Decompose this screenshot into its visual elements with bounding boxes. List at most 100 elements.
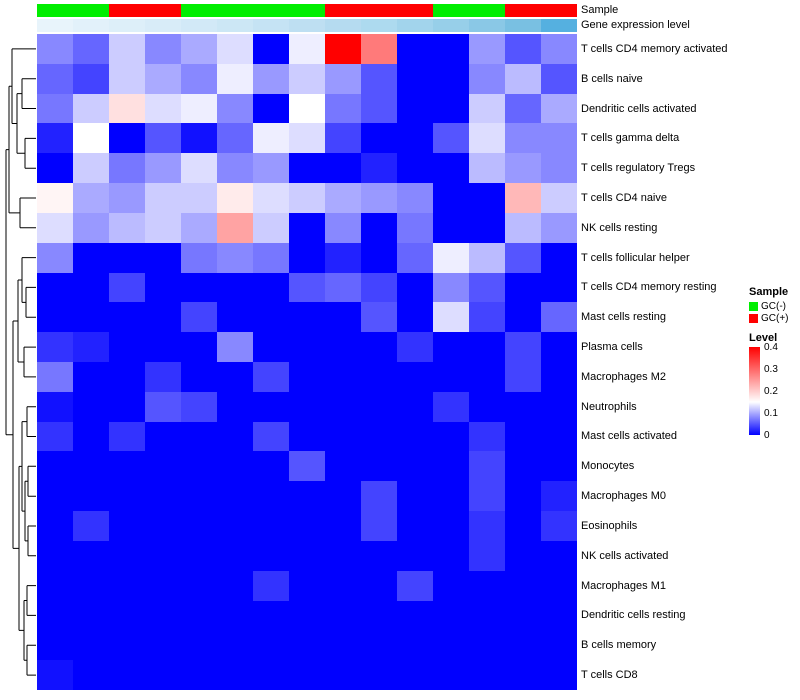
heatmap-cell [505, 242, 541, 273]
heatmap-cell [469, 34, 505, 64]
legend-sample-items: GC(-) GC(+) [749, 301, 799, 324]
row-label: Mast cells resting [581, 311, 666, 324]
heatmap-cell [397, 481, 433, 512]
heatmap-cell [145, 272, 181, 303]
heatmap-cell [361, 481, 397, 512]
heatmap-cell [505, 451, 541, 482]
heatmap-cell [505, 362, 541, 392]
heatmap-cell [469, 391, 505, 422]
heatmap-cell [325, 183, 361, 213]
heatmap-cell [181, 212, 217, 243]
heatmap-cell [325, 481, 361, 512]
heatmap-cell [217, 630, 253, 661]
heatmap-cell [361, 630, 397, 661]
heatmap-cell [145, 93, 181, 124]
heatmap-cell [541, 332, 577, 362]
heatmap-cell [181, 391, 217, 422]
expression-annotation-cell [541, 19, 577, 32]
row-label: T cells CD4 naive [581, 191, 667, 204]
heatmap-cell [109, 212, 145, 243]
legend-color-swatch [749, 314, 758, 323]
sample-annotation-cell [289, 4, 325, 17]
heatmap-cell [217, 93, 253, 124]
heatmap-cell [541, 34, 577, 64]
legend-sample-item: GC(+) [749, 313, 799, 324]
level-tick-label: 0 [764, 430, 770, 441]
heatmap-cell [253, 511, 289, 541]
heatmap-cell [505, 630, 541, 661]
heatmap-cell [217, 302, 253, 333]
heatmap-cell [433, 421, 469, 452]
heatmap-cell [397, 421, 433, 452]
heatmap-cell [289, 570, 325, 601]
heatmap-cell [541, 302, 577, 333]
heatmap-cell [145, 660, 181, 690]
heatmap-cell [289, 362, 325, 392]
expression-annotation-cell [505, 19, 541, 32]
heatmap-cell [109, 123, 145, 154]
heatmap-cell [325, 93, 361, 124]
heatmap-cell [325, 660, 361, 690]
expression-annotation-cell [325, 19, 361, 32]
heatmap-cell [397, 34, 433, 64]
heatmap-cell [469, 540, 505, 571]
heatmap-cell [145, 391, 181, 422]
heatmap-cell [73, 600, 109, 631]
heatmap-cell [181, 451, 217, 482]
heatmap-cell [289, 183, 325, 213]
row-label: NK cells resting [581, 221, 658, 234]
legend-sample-title: Sample [749, 286, 789, 298]
heatmap-cell [109, 600, 145, 631]
heatmap-cell [397, 570, 433, 601]
heatmap-cell [433, 212, 469, 243]
heatmap-cell [73, 391, 109, 422]
heatmap-cell [181, 123, 217, 154]
heatmap-cell [289, 332, 325, 362]
heatmap-cell [37, 212, 73, 243]
legend-item-label: GC(-) [761, 301, 786, 312]
heatmap-cell [289, 660, 325, 690]
heatmap-cell [433, 481, 469, 512]
heatmap-cell [37, 391, 73, 422]
sample-annotation-cell [181, 4, 217, 17]
heatmap-cell [325, 391, 361, 422]
heatmap-cell [181, 34, 217, 64]
row-label: T cells follicular helper [581, 251, 690, 264]
heatmap-cell [109, 362, 145, 392]
heatmap-cell [37, 421, 73, 452]
heatmap-cell [361, 242, 397, 273]
heatmap-cell [541, 511, 577, 541]
heatmap-cell [325, 123, 361, 154]
heatmap-cell [541, 123, 577, 154]
heatmap-cell [325, 34, 361, 64]
heatmap-cell [541, 451, 577, 482]
sample-annotation-cell [325, 4, 361, 17]
sample-annotation-cell [397, 4, 433, 17]
heatmap-cell [361, 123, 397, 154]
heatmap-cell [289, 123, 325, 154]
heatmap-cell [505, 153, 541, 184]
heatmap-cell [361, 63, 397, 94]
heatmap-cell [541, 272, 577, 303]
heatmap-cell [145, 123, 181, 154]
heatmap-cell [397, 212, 433, 243]
heatmap-cell [505, 391, 541, 422]
heatmap-cell [109, 421, 145, 452]
heatmap-cell [433, 93, 469, 124]
heatmap-cell [325, 212, 361, 243]
heatmap-cell [109, 660, 145, 690]
level-tick-label: 0.3 [764, 364, 778, 375]
heatmap-cell [181, 421, 217, 452]
heatmap-cell [361, 34, 397, 64]
heatmap-cell [433, 660, 469, 690]
expression-annotation-cell [109, 19, 145, 32]
heatmap-cell [469, 481, 505, 512]
row-label: T cells regulatory Tregs [581, 162, 696, 175]
heatmap-cell [505, 421, 541, 452]
heatmap-cell [289, 540, 325, 571]
heatmap-cell [37, 34, 73, 64]
sample-annotation-label: Sample [581, 4, 619, 16]
heatmap-cell [253, 123, 289, 154]
heatmap-cell [145, 153, 181, 184]
heatmap-cell [37, 272, 73, 303]
